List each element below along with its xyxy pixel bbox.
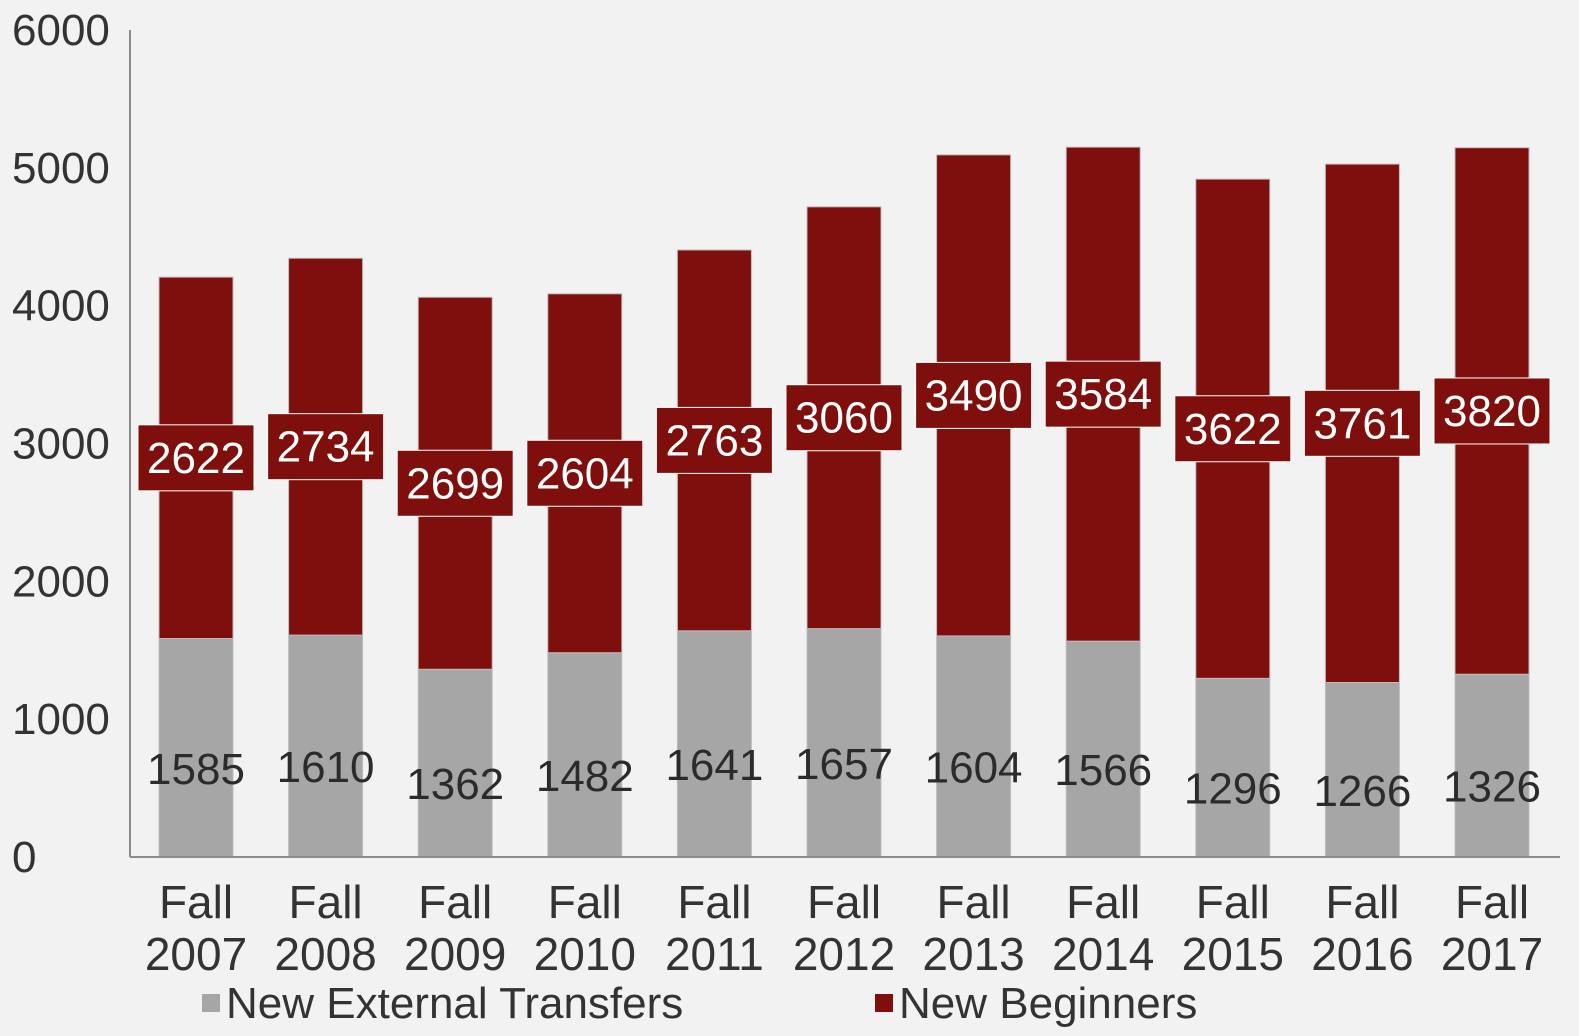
data-label-new-beginners: 3622 <box>1184 405 1282 454</box>
y-tick-label: 3000 <box>12 420 110 469</box>
y-tick-label: 5000 <box>12 144 110 193</box>
data-label-box <box>267 413 385 481</box>
y-tick-label: 2000 <box>12 557 110 606</box>
y-tick-label: 1000 <box>12 695 110 744</box>
data-label-new-external-transfers: 1604 <box>925 743 1023 792</box>
legend-label: New External Transfers <box>226 979 683 1028</box>
y-tick-label: 4000 <box>12 282 110 331</box>
legend: New External Transfers New Beginners <box>202 979 1197 1028</box>
x-category-label: Fall 2012 <box>793 876 895 980</box>
data-label-new-external-transfers: 1326 <box>1443 763 1541 812</box>
x-category-label: Fall 2013 <box>922 876 1024 980</box>
bar-segment-new-external-transfers <box>1324 682 1400 858</box>
data-label-new-beginners: 3060 <box>795 394 893 443</box>
bar-segment-new-external-transfers <box>936 635 1012 858</box>
data-label-new-external-transfers: 1482 <box>536 752 634 801</box>
data-label-box <box>1174 395 1292 463</box>
x-category-label: Fall 2017 <box>1441 876 1543 980</box>
legend-swatch <box>875 994 893 1012</box>
data-label-new-beginners: 3761 <box>1313 399 1411 448</box>
data-label-box <box>1433 377 1551 445</box>
data-label-new-external-transfers: 1610 <box>277 743 375 792</box>
bar-segment-new-external-transfers <box>547 652 623 858</box>
x-category-label: Fall 2014 <box>1052 876 1154 980</box>
data-label-box <box>526 439 644 507</box>
legend-label: New Beginners <box>899 979 1197 1028</box>
data-label-new-beginners: 2622 <box>147 434 245 483</box>
data-label-box <box>1303 389 1421 457</box>
x-category-label: Fall 2008 <box>274 876 376 980</box>
data-label-box <box>1044 360 1162 428</box>
data-label-new-external-transfers: 1362 <box>406 760 504 809</box>
data-label-box <box>785 384 903 452</box>
x-axis: Fall 2007 Fall 2008 Fall 2009 Fall 2010 Fall 2011… <box>130 856 1560 980</box>
x-category-label: Fall 2015 <box>1182 876 1284 980</box>
data-label-new-beginners: 3584 <box>1054 370 1152 419</box>
bar-segment-new-external-transfers <box>1454 673 1530 858</box>
data-label-new-beginners: 2734 <box>277 423 375 472</box>
data-label-new-external-transfers: 1566 <box>1054 746 1152 795</box>
x-category-label: Fall 2007 <box>145 876 247 980</box>
x-category-label: Fall 2011 <box>665 876 764 980</box>
data-label-box <box>655 406 773 474</box>
data-label-new-external-transfers: 1266 <box>1313 767 1411 816</box>
bar-segment-new-external-transfers <box>806 628 882 858</box>
data-labels: 1585 2622 1610 2734 1362 2699 1482 2604 1641 2763… <box>137 360 1551 816</box>
data-label-box <box>915 361 1033 429</box>
data-label-box <box>137 424 255 492</box>
data-label-new-external-transfers: 1296 <box>1184 765 1282 814</box>
data-label-new-external-transfers: 1585 <box>147 745 245 794</box>
data-label-new-external-transfers: 1641 <box>665 741 763 790</box>
y-axis: 0 1000 2000 3000 4000 5000 6000 <box>12 6 131 882</box>
data-label-new-beginners: 3820 <box>1443 387 1541 436</box>
data-label-new-beginners: 2604 <box>536 449 634 498</box>
data-label-new-external-transfers: 1657 <box>795 740 893 789</box>
x-category-label: Fall 2010 <box>534 876 636 980</box>
bars <box>158 146 1530 858</box>
data-label-box <box>396 449 514 517</box>
legend-swatch <box>202 994 220 1012</box>
y-tick-label: 0 <box>12 833 36 882</box>
y-tick-label: 6000 <box>12 6 110 55</box>
data-label-new-beginners: 2699 <box>406 459 504 508</box>
data-label-new-beginners: 3490 <box>925 371 1023 420</box>
x-category-label: Fall 2016 <box>1311 876 1413 980</box>
bar-segment-new-external-transfers <box>676 630 752 858</box>
x-category-label: Fall 2009 <box>404 876 506 980</box>
bar-segment-new-external-transfers <box>417 668 493 858</box>
bar-segment-new-external-transfers <box>1065 640 1141 858</box>
data-label-new-beginners: 2763 <box>665 416 763 465</box>
